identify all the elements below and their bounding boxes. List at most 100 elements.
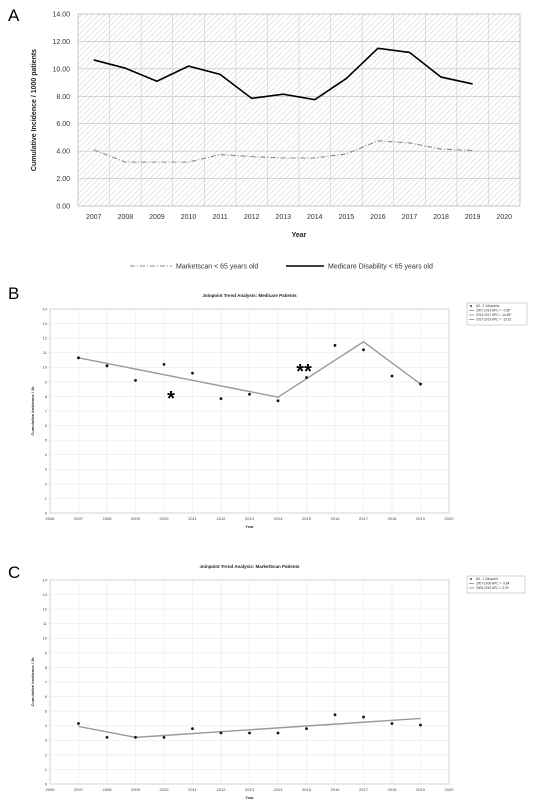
data-point-c — [219, 731, 223, 735]
x-tick-label-b: 2009 — [131, 516, 141, 521]
x-tick-label-c: 2011 — [188, 787, 197, 792]
x-axis-title-c: Year — [245, 795, 254, 800]
data-point-c — [362, 715, 365, 719]
data-point-b — [191, 371, 194, 375]
y-tick-label-b: 2 — [45, 481, 48, 486]
x-tick-label-a: 2017 — [402, 214, 418, 221]
x-axis-title-b: Year — [245, 524, 254, 529]
y-tick-label-a: 6.00 — [56, 121, 70, 128]
x-tick-label-a: 2013 — [275, 214, 291, 221]
data-point-b — [77, 356, 80, 360]
data-point-b — [105, 364, 109, 368]
x-tick-label-c: 2018 — [388, 787, 398, 792]
panel-label-b: B — [8, 284, 20, 303]
x-tick-label-b: 2014 — [274, 516, 284, 521]
legend-label-b: 2017-2019 APC = -13.62 — [476, 318, 511, 322]
y-tick-label-c: 1 — [45, 767, 48, 772]
y-axis-title-b: Cumulative Incidence / 1k — [30, 386, 35, 436]
y-tick-label-c: 13 — [43, 592, 48, 597]
x-tick-label-a: 2008 — [118, 214, 134, 221]
x-tick-label-a: 2012 — [244, 214, 260, 221]
data-point-b — [162, 362, 166, 366]
y-tick-label-b: 11 — [43, 350, 48, 355]
data-point-c — [390, 722, 394, 725]
data-point-c — [333, 713, 337, 717]
x-tick-label-c: 2014 — [274, 787, 284, 792]
x-tick-label-a: 2014 — [307, 214, 323, 221]
y-tick-label-c: 14 — [43, 577, 48, 582]
legend-label-c: 2007-2009 APC = -9.84 — [476, 582, 510, 586]
legend-marker-b — [470, 305, 472, 307]
legend-label-c: All - 1 Joinpoint — [476, 577, 498, 581]
legend-label-b: All - 2 Joinpoints — [476, 304, 500, 308]
y-tick-label-c: 7 — [45, 679, 48, 684]
y-tick-label-b: 14 — [43, 306, 48, 311]
y-tick-label-c: 8 — [45, 665, 48, 670]
data-point-b — [390, 374, 394, 378]
y-tick-label-a: 4.00 — [56, 149, 70, 156]
data-point-b — [305, 376, 308, 379]
data-point-c — [162, 735, 166, 739]
significance-marker-b: * — [167, 388, 175, 410]
y-tick-label-b: 6 — [45, 423, 48, 428]
panel-label-a: A — [8, 6, 20, 25]
x-tick-label-c: 2006 — [46, 787, 56, 792]
data-point-b — [362, 348, 365, 352]
legend-label-a: Medicare Disability < 65 years old — [328, 264, 433, 271]
y-tick-label-c: 6 — [45, 694, 48, 699]
y-axis-title-a: Cumulative Incidence / 1000 patients — [31, 49, 38, 171]
data-point-c — [276, 731, 280, 735]
legend-label-a: Marketscan < 65 years old — [176, 264, 258, 271]
y-tick-label-a: 8.00 — [56, 94, 70, 101]
x-tick-label-c: 2015 — [302, 787, 312, 792]
y-tick-label-c: 2 — [45, 752, 48, 757]
legend-box-b — [466, 302, 528, 326]
y-tick-label-a: 14.00 — [52, 12, 70, 19]
x-tick-label-c: 2019 — [416, 787, 426, 792]
x-tick-label-a: 2010 — [181, 214, 197, 221]
legend-label-b: 2007-2014 APC = -4.05* — [476, 309, 511, 313]
x-axis-title-a: Year — [292, 232, 307, 239]
y-tick-label-c: 0 — [45, 781, 48, 786]
x-tick-label-c: 2012 — [217, 787, 227, 792]
y-tick-label-a: 2.00 — [56, 176, 70, 183]
x-tick-label-a: 2018 — [433, 214, 449, 221]
y-tick-label-c: 5 — [45, 709, 48, 714]
y-tick-label-b: 7 — [45, 408, 48, 413]
x-tick-label-a: 2015 — [339, 214, 355, 221]
data-point-b — [419, 382, 422, 386]
x-tick-label-c: 2007 — [74, 787, 84, 792]
y-tick-label-b: 10 — [43, 365, 48, 370]
y-tick-label-b: 13 — [43, 321, 48, 326]
y-tick-label-c: 11 — [43, 621, 48, 626]
y-tick-label-b: 1 — [45, 496, 48, 501]
x-tick-label-a: 2019 — [465, 214, 481, 221]
data-point-c — [248, 731, 251, 735]
data-point-c — [419, 723, 422, 727]
x-tick-label-a: 2016 — [370, 214, 386, 221]
x-tick-label-c: 2013 — [245, 787, 255, 792]
legend-marker-c — [470, 578, 472, 580]
data-point-b — [248, 392, 251, 396]
y-tick-label-a: 0.00 — [56, 204, 70, 211]
data-point-b — [276, 399, 280, 403]
y-tick-label-a: 12.00 — [52, 39, 70, 46]
data-point-b — [134, 379, 137, 382]
y-tick-label-c: 12 — [43, 607, 48, 612]
data-point-c — [191, 727, 194, 731]
joinpoint-fit-line-b — [78, 340, 421, 398]
y-tick-label-c: 3 — [45, 738, 48, 743]
y-tick-label-b: 4 — [45, 452, 48, 457]
x-tick-label-b: 2010 — [160, 516, 170, 521]
x-tick-label-c: 2020 — [445, 787, 455, 792]
legend-box-c — [466, 575, 526, 594]
legend-label-c: 2009-2019 APC = 3.29 — [476, 586, 509, 590]
x-tick-label-b: 2020 — [445, 516, 455, 521]
x-tick-label-c: 2008 — [103, 787, 113, 792]
x-tick-label-a: 2020 — [496, 214, 512, 221]
x-tick-label-b: 2016 — [331, 516, 341, 521]
data-point-c — [305, 727, 308, 731]
x-tick-label-b: 2018 — [388, 516, 398, 521]
chart-title-b: Joinpoint Trend Analysis: Medicare Patie… — [202, 293, 297, 298]
y-tick-label-b: 8 — [45, 394, 48, 399]
